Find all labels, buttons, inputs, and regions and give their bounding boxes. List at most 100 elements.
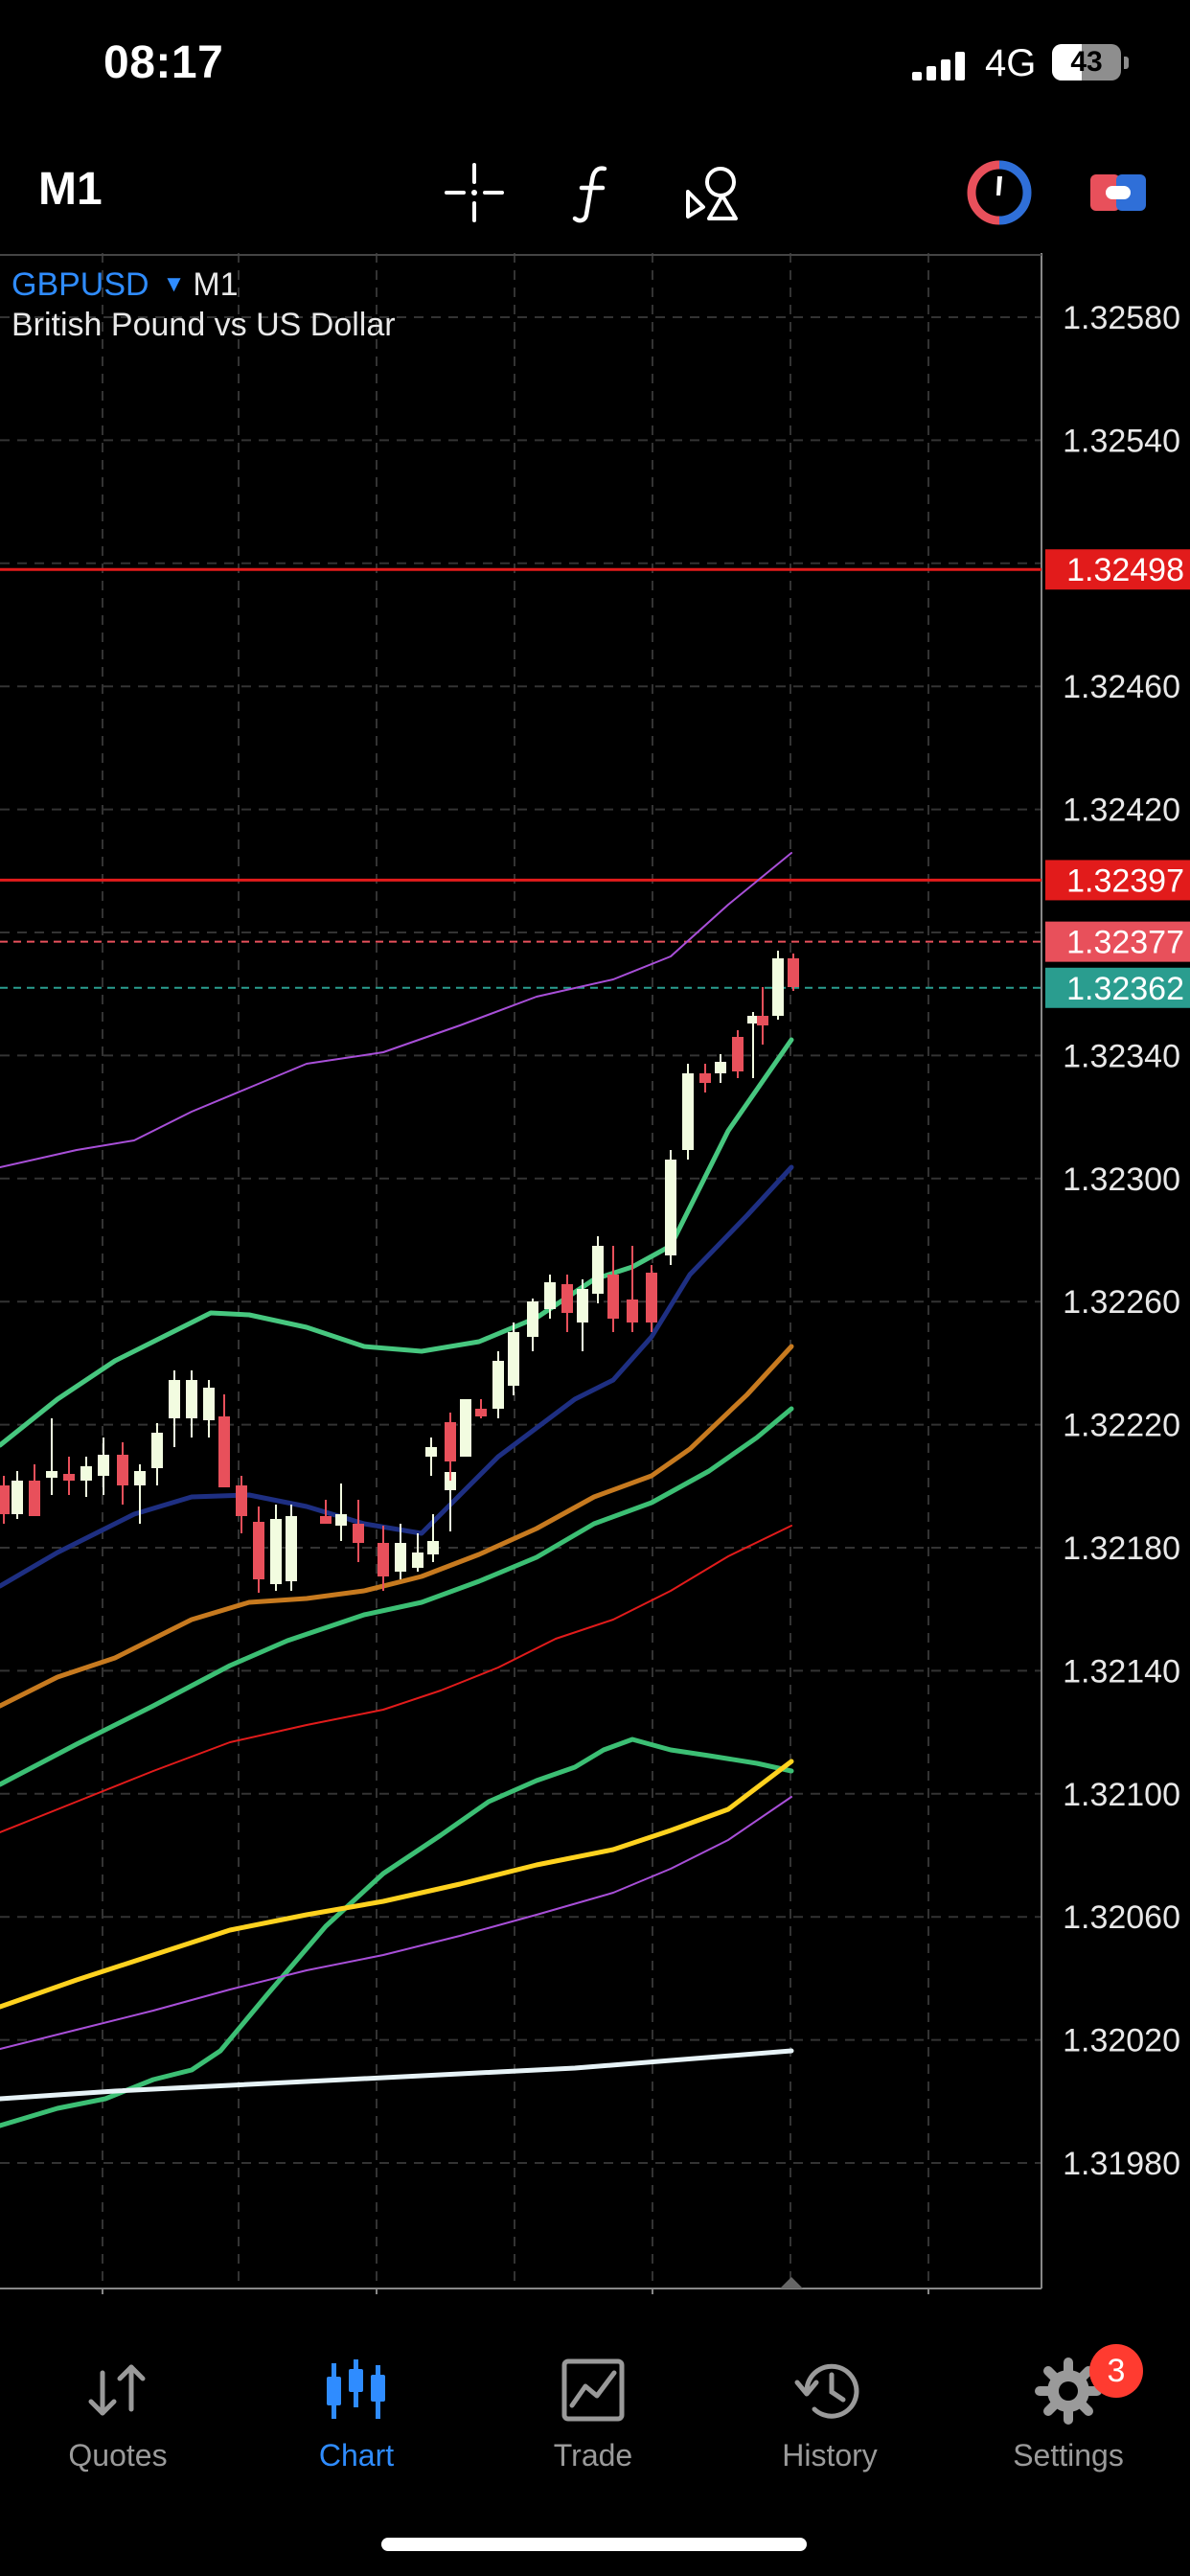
ma-dark-blue-line [0, 1164, 794, 1589]
candle-body-bear [353, 1524, 364, 1543]
price-chart[interactable]: 1.32498 1.32397 1.32377 1.32362 1.32580 1.32… [0, 253, 1190, 2331]
candle-body-bear [445, 1422, 456, 1461]
home-indicator [381, 2538, 807, 2551]
candle-body-bear [788, 958, 799, 987]
candle-body-bull [11, 1481, 23, 1514]
candle-body-bear [236, 1485, 247, 1516]
candle-body-bull [134, 1471, 146, 1485]
candle-body-bull [527, 1301, 538, 1337]
candle-body-bull [445, 1472, 456, 1490]
ma-orange-line [0, 1344, 794, 1709]
candle-body-bear [0, 1485, 10, 1514]
bottom-tab-bar: Quotes Chart Trade History [0, 2338, 1190, 2492]
price-axis-label: 1.32580 [1063, 300, 1180, 336]
symbol-name[interactable]: GBPUSD [11, 266, 149, 303]
price-axis-label: 1.32020 [1063, 2023, 1180, 2059]
bid-price-label: 1.32362 [1066, 971, 1184, 1007]
price-axis-label: 1.32300 [1063, 1162, 1180, 1198]
current-bar-marker [780, 2277, 803, 2288]
candle-body-bear [320, 1516, 332, 1524]
candle-body-bear [757, 1016, 768, 1025]
network-type: 4G [985, 42, 1037, 84]
ma-white-line [0, 2048, 794, 2102]
candle-body-bear [29, 1481, 40, 1516]
ma-slow-green-line [0, 1736, 794, 2128]
candle-body-bull [592, 1246, 604, 1294]
ask-price-tag [1045, 921, 1190, 962]
symbol-selector[interactable]: GBPUSD ▼ M1 [11, 266, 239, 304]
price-axis-label: 1.31980 [1063, 2146, 1180, 2182]
ma-purple-line [0, 1796, 792, 2050]
candle-body-bear [475, 1409, 487, 1416]
candle-body-bear [253, 1522, 264, 1579]
ma-red-line [0, 1525, 792, 1833]
candle-body-bull [186, 1380, 197, 1418]
tab-settings[interactable]: 3 Settings [982, 2338, 1155, 2492]
price-axis-label: 1.32460 [1063, 669, 1180, 705]
history-icon [794, 2363, 859, 2419]
upper-level-tag [1045, 549, 1190, 590]
candle-body-bear [646, 1273, 657, 1322]
chart-toolbar: M1 [0, 134, 1190, 249]
tab-quotes-label: Quotes [68, 2438, 168, 2472]
status-time: 08:17 [103, 37, 224, 88]
battery-icon: 43 [1052, 44, 1129, 80]
candle-body-bull [772, 958, 784, 1016]
upper-level-label: 1.32498 [1066, 552, 1184, 588]
candle-body-bull [492, 1361, 504, 1409]
trade-icon [561, 2358, 625, 2422]
tab-settings-label: Settings [1013, 2438, 1124, 2472]
tab-chart[interactable]: Chart [270, 2338, 443, 2492]
candle-body-bull [46, 1471, 57, 1478]
bollinger-upper-line [0, 852, 792, 1168]
symbol-timeframe: M1 [193, 266, 239, 303]
candle-body-bear [561, 1284, 573, 1313]
candle-body-bear [378, 1543, 389, 1576]
objects-icon[interactable] [680, 159, 747, 226]
symbol-description: British Pound vs US Dollar [11, 307, 396, 343]
candle-body-bull [508, 1332, 519, 1386]
candle-body-bull [544, 1282, 556, 1309]
bollinger-middle-line [0, 1037, 794, 1448]
candle-body-bear [117, 1455, 128, 1485]
candle-body-bear [607, 1275, 619, 1319]
tab-quotes[interactable]: Quotes [32, 2338, 204, 2492]
crosshair-icon[interactable] [441, 159, 508, 226]
indicator-f-icon[interactable] [561, 159, 628, 226]
lower-level-label: 1.32397 [1066, 862, 1184, 899]
price-axis-label: 1.32100 [1063, 1777, 1180, 1813]
candle-body-bull [395, 1543, 406, 1572]
price-axis-label: 1.32220 [1063, 1408, 1180, 1444]
chart-icon [327, 2359, 385, 2419]
price-axis-label: 1.32180 [1063, 1530, 1180, 1567]
candle-body-bull [682, 1073, 694, 1150]
price-axis-label: 1.32540 [1063, 423, 1180, 459]
signal-strength-icon [912, 52, 965, 80]
candle-body-bull [747, 1016, 759, 1024]
price-axis-label: 1.32260 [1063, 1284, 1180, 1321]
symbol-dropdown-icon[interactable]: ▼ [162, 271, 186, 297]
battery-percent: 43 [1070, 46, 1103, 78]
battery-fill [1052, 44, 1082, 80]
tab-trade-label: Trade [553, 2438, 633, 2472]
candle-body-bull [151, 1433, 163, 1468]
candle-body-bull [286, 1516, 297, 1581]
ma-green-line [0, 1406, 794, 1787]
settings-badge: 3 [1089, 2344, 1143, 2398]
status-bar: 08:17 4G 43 [0, 0, 1190, 134]
candle-body-bull [203, 1388, 215, 1420]
tab-history[interactable]: History [744, 2338, 916, 2492]
oneclick-trading-icon[interactable] [966, 159, 1033, 226]
candle-body-bear [732, 1037, 744, 1071]
timeframe-button[interactable]: M1 [38, 164, 103, 215]
ask-price-label: 1.32377 [1066, 925, 1184, 961]
settings-icon [1035, 2358, 1102, 2425]
candle-body-bear [627, 1300, 638, 1322]
candle-body-bull [460, 1399, 471, 1457]
candle-body-bull [665, 1160, 676, 1255]
candle-body-bull [577, 1289, 588, 1322]
chart-canvas[interactable]: 1.32498 1.32397 1.32377 1.32362 1.32580 1.32… [0, 253, 1190, 2331]
trade-toggle-icon[interactable] [1085, 159, 1152, 226]
price-axis-label: 1.32060 [1063, 1899, 1180, 1936]
tab-trade[interactable]: Trade [507, 2338, 679, 2492]
